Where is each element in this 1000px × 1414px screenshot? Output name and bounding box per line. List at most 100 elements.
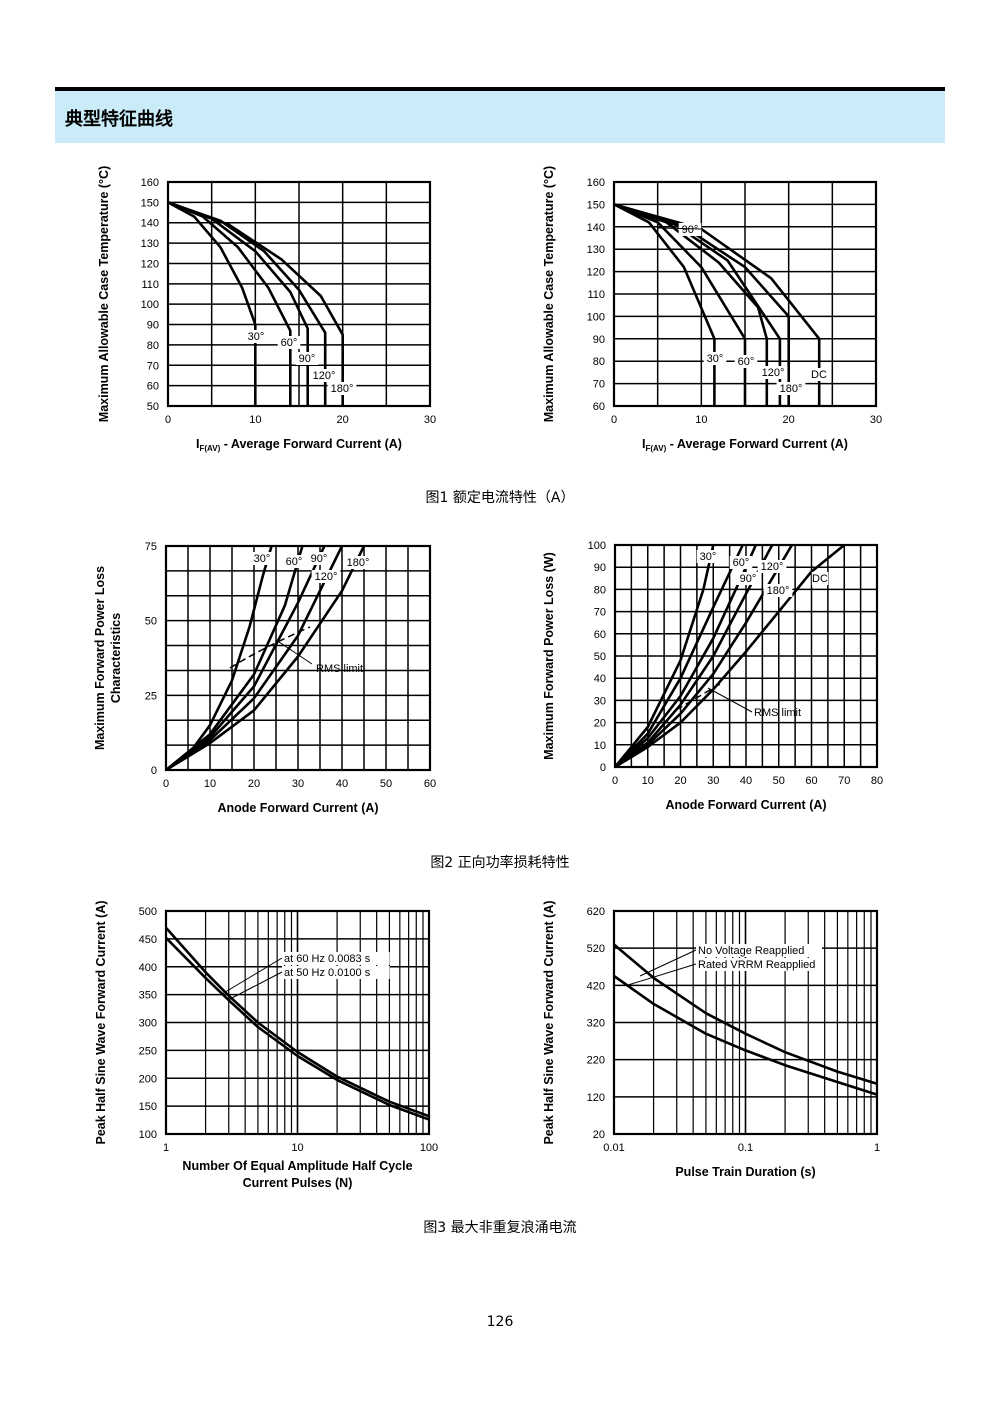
c4-y-tick-label: 90 (594, 562, 606, 574)
series-label-bg (696, 944, 822, 957)
c4-x-tick-label: 10 (642, 775, 654, 787)
c1-y-tick-label: 160 (141, 177, 159, 189)
c2-series-line (613, 203, 747, 406)
c4-x-tick-label: 50 (773, 775, 785, 787)
series-label-leader (639, 949, 697, 977)
c1-x-tick-label: 0 (165, 414, 171, 426)
c2-y-tick-label: 90 (593, 334, 605, 346)
c4-series-line (614, 544, 794, 769)
series-label-leader (227, 971, 283, 1001)
series-label-bg (811, 572, 829, 585)
rms-limit-line (229, 626, 311, 669)
c2-x-tick-label: 10 (695, 414, 707, 426)
c2-y-tick-label: 100 (587, 311, 605, 323)
c4-series-line (614, 544, 757, 768)
c1-x-axis-label: IF(AV) - Average Forward Current (A) (196, 437, 402, 453)
c5-x-axis-label: Number Of Equal Amplitude Half Cycle Curr… (182, 1159, 412, 1190)
c3-x-axis-label: Anode Forward Current (A) (217, 801, 378, 815)
c5-y-tick-label: 500 (139, 906, 157, 918)
c2-series-line (613, 203, 782, 406)
series-label-bg (734, 355, 758, 368)
figure-2-caption: 图2 正向功率损耗特性 (430, 855, 570, 871)
series-label-bg (309, 369, 339, 382)
series-label-bg (282, 952, 390, 965)
series-label-bg (307, 552, 331, 565)
c1-series-line (167, 201, 257, 406)
c4-x-tick-label: 0 (612, 775, 618, 787)
c3-y-tick-label: 25 (145, 690, 157, 702)
series-label: 30° (700, 551, 717, 563)
c5-x-tick-label: 10 (291, 1142, 303, 1154)
c4-y-axis-label: Maximum Forward Power Loss (W) (542, 552, 556, 760)
c4-series-line (614, 544, 774, 769)
rms-limit-label: RMS limit (316, 663, 363, 675)
c6-plot-frame (612, 909, 879, 1136)
series-label-bg (311, 570, 341, 583)
rms-limit-leader (707, 687, 753, 713)
c3-series-line (165, 545, 344, 772)
c6-series-line (613, 943, 878, 1086)
c3-x-tick-label: 0 (163, 778, 169, 790)
series-label: 180° (347, 557, 370, 569)
series-label-bg (277, 336, 301, 349)
section-title: 典型特征曲线 (65, 109, 173, 130)
series-label: Rated VRRM Reapplied (698, 959, 815, 971)
c1-plot-frame (166, 180, 432, 408)
figure-1-caption: 图1 额定电流特性（A） (425, 490, 575, 506)
c5-y-tick-label: 350 (139, 990, 157, 1002)
c1-x-tick-label: 10 (249, 414, 261, 426)
c2-x-axis-label: IF(AV) - Average Forward Current (A) (642, 437, 848, 453)
c4-y-tick-label: 10 (594, 740, 606, 752)
series-label-bg (696, 550, 720, 563)
figure-3-caption: 图3 最大非重复浪涌电流 (423, 1220, 577, 1236)
c3-plot-frame (164, 544, 432, 772)
c4-y-tick-label: 100 (588, 540, 606, 552)
series-label: 60° (281, 337, 298, 349)
series-label: 60° (738, 356, 755, 368)
c3-x-tick-label: 40 (336, 778, 348, 790)
c1-x-tick-label: 30 (424, 414, 436, 426)
c5-x-tick-label: 100 (420, 1142, 438, 1154)
c2-y-tick-label: 140 (587, 222, 605, 234)
c6-y-tick-label: 120 (587, 1092, 605, 1104)
c6-x-tick-label: 1 (874, 1142, 880, 1154)
c1-series-line (167, 201, 344, 406)
c6-y-tick-label: 520 (587, 943, 605, 955)
series-label-bg (757, 560, 787, 573)
c1-x-tick-label: 20 (337, 414, 349, 426)
c4-x-axis-label: Anode Forward Current (A) (665, 798, 826, 812)
c4-y-tick-label: 30 (594, 695, 606, 707)
c3-series-line (165, 545, 366, 772)
series-label: 120° (315, 571, 338, 583)
c6-y-tick-label: 320 (587, 1018, 605, 1030)
c5-y-tick-label: 100 (139, 1129, 157, 1141)
c2-series-line (613, 203, 716, 406)
c3-series-line (165, 545, 273, 772)
series-label-bg (250, 552, 274, 565)
series-label-leader (657, 227, 702, 230)
series-label-bg (763, 584, 793, 597)
c1-series-line (167, 201, 309, 406)
series-label: 30° (248, 331, 265, 343)
c2-y-axis-label: Maximum Allowable Case Temperature (°C) (542, 166, 556, 422)
c2-y-tick-label: 70 (593, 379, 605, 391)
c1-y-tick-label: 130 (141, 238, 159, 250)
series-label: 120° (761, 561, 784, 573)
series-label: 90° (740, 573, 757, 585)
series-label: DC (812, 573, 828, 585)
series-label-bg (282, 555, 306, 568)
series-label: 30° (707, 353, 724, 365)
c3-series-line (165, 545, 304, 772)
c4-y-tick-label: 60 (594, 629, 606, 641)
c5-y-tick-label: 300 (139, 1018, 157, 1030)
c2-series-line (613, 203, 769, 406)
header-rule (55, 87, 945, 91)
c3-series-line (165, 545, 326, 772)
series-label-bg (244, 330, 268, 343)
c1-y-tick-label: 90 (147, 320, 159, 332)
c1-y-tick-label: 150 (141, 197, 159, 209)
c6-y-tick-label: 220 (587, 1055, 605, 1067)
c6-y-axis-label: Peak Half Sine Wave Forward Current (A) (542, 900, 556, 1144)
c2-x-tick-label: 20 (783, 414, 795, 426)
c4-x-tick-label: 80 (871, 775, 883, 787)
